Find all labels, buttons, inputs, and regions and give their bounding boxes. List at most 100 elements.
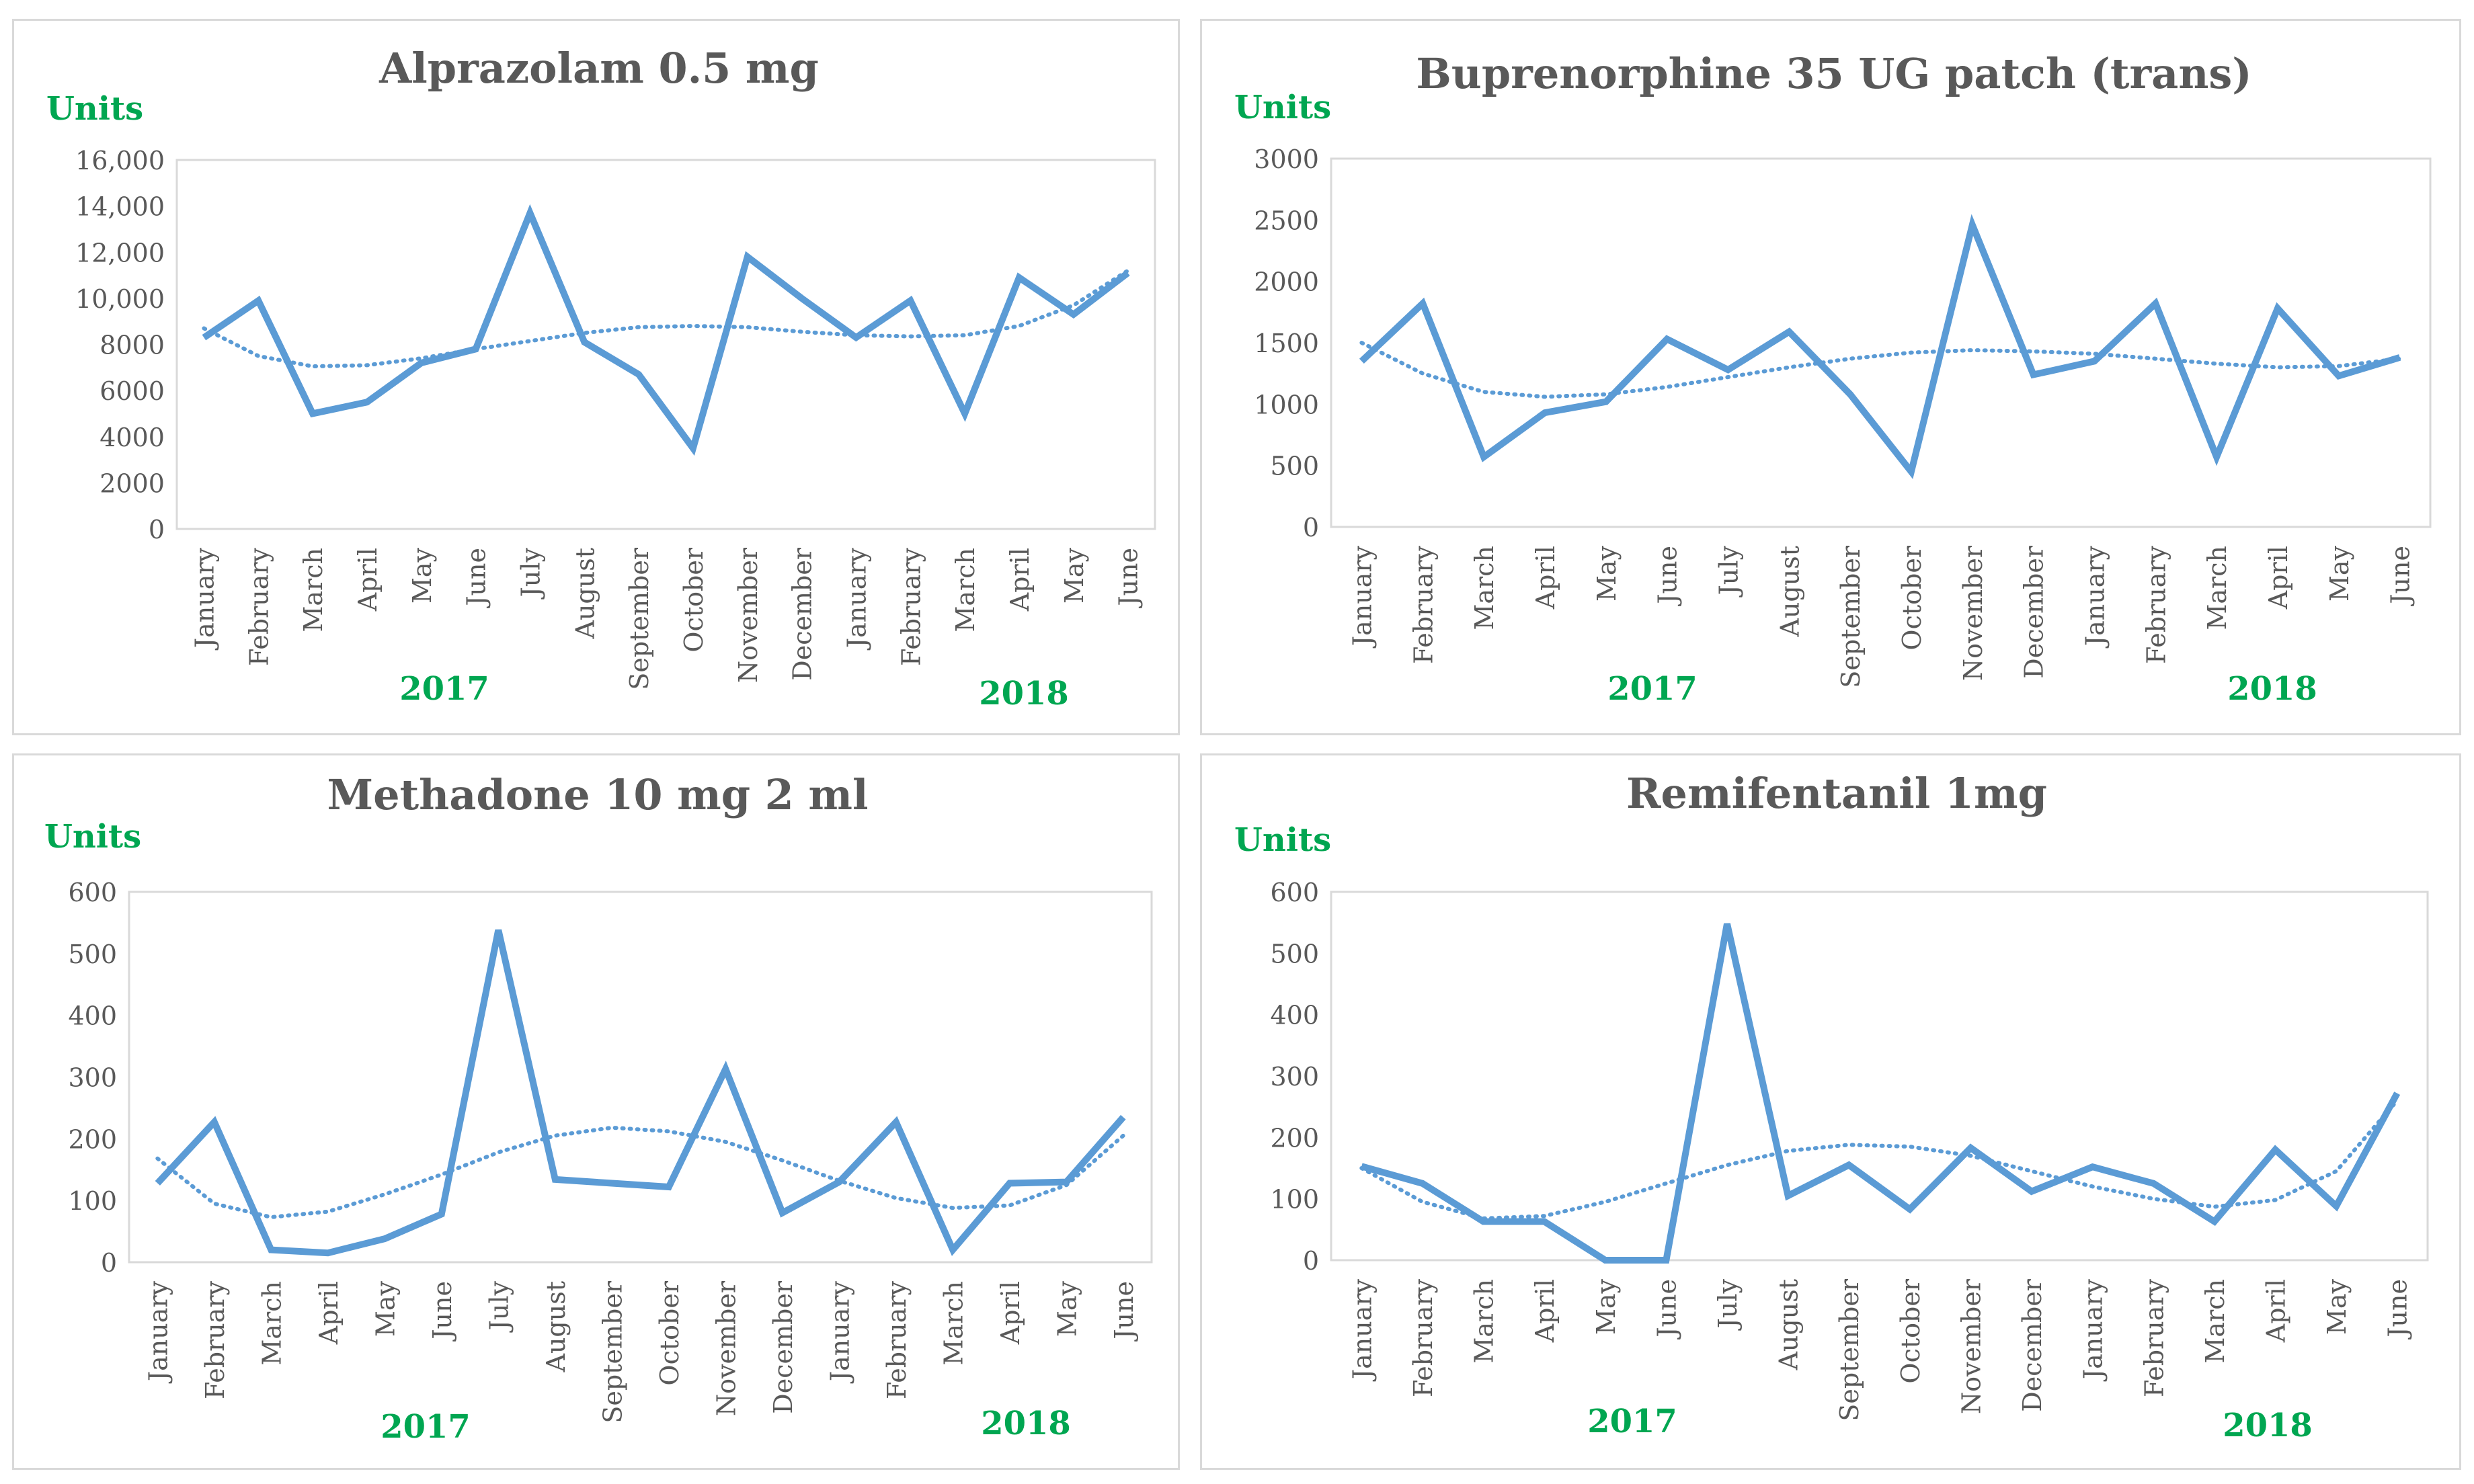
data-point (581, 339, 588, 345)
data-point (1016, 274, 1023, 281)
x-tick-label: September (1835, 1278, 1864, 1421)
x-tick-label: March (2202, 546, 2232, 630)
x-tick-label: June (428, 1281, 457, 1342)
data-point (2397, 354, 2403, 361)
x-tick-label: July (484, 1280, 514, 1333)
chart-panel-methadone: Methadone 10 mg 2 ml Units 0 100 200 300 400 50… (12, 753, 1180, 1470)
x-tick-label: August (1774, 1279, 1804, 1371)
x-tick-label: June (1109, 1281, 1139, 1342)
y-tick-label: 100 (1270, 1185, 1319, 1214)
data-point (1664, 336, 1671, 343)
chart-title: Buprenorphine 35 UG patch (trans) (1416, 49, 2251, 98)
x-tick-label: May (1592, 545, 1622, 602)
x-tick-label: March (951, 548, 980, 632)
data-point (722, 1066, 729, 1073)
x-tick-label: May (2325, 545, 2354, 602)
data-point (1125, 270, 1131, 276)
data-point (2211, 1218, 2218, 1225)
data-point (2274, 305, 2281, 312)
chart-panel-alprazolam: Alprazolam 0.5 mg Units 0 2000 4000 6000 8000 1… (12, 19, 1180, 735)
plot-area (1330, 157, 2432, 528)
chart-remifentanil: Remifentanil 1mg Units 0 100 200 300 400 500 600… (1234, 769, 2429, 1444)
data-point (2150, 1180, 2157, 1187)
chart-title: Methadone 10 mg 2 ml (327, 770, 868, 819)
data-point (2336, 372, 2342, 379)
x-tick-label: December (2018, 1278, 2047, 1412)
y-tick-label: 16,000 (75, 146, 165, 175)
x-tick-label: February (244, 547, 274, 666)
x-tick-label: November (711, 1280, 741, 1416)
x-tick-label: May (1591, 1278, 1621, 1335)
x-tick-label: April (996, 1281, 1025, 1345)
series-line (155, 929, 1126, 1257)
x-tick-label: January (190, 547, 219, 651)
y-tick-label: 100 (68, 1186, 117, 1216)
x-tick-label: November (733, 547, 763, 683)
data-point (1785, 1192, 1792, 1199)
data-point (255, 297, 262, 304)
y-tick-label: 1000 (1254, 390, 1319, 419)
y-tick-label: 4000 (99, 423, 165, 452)
data-point (364, 399, 370, 405)
y-tick-label: 400 (1270, 1001, 1319, 1030)
data-point (1480, 454, 1487, 460)
x-tick-label: April (2264, 546, 2293, 610)
x-tick-label: April (1005, 548, 1035, 612)
data-point (526, 210, 533, 216)
y-tick-label: 600 (68, 878, 117, 907)
data-point (325, 1249, 331, 1256)
chart-panel-remifentanil: Remifentanil 1mg Units 0 100 200 300 400 500 600… (1200, 753, 2461, 1470)
y-tick-label: 0 (149, 515, 165, 544)
y-tick-label: 2000 (99, 468, 165, 498)
y-tick-label: 10,000 (75, 284, 165, 314)
data-point (690, 445, 696, 452)
y-tick-label: 2500 (1254, 206, 1319, 235)
data-point (1969, 222, 1976, 229)
y-tick-label: 3000 (1254, 145, 1319, 174)
x-tick-label: December (768, 1280, 798, 1414)
data-point (635, 371, 642, 378)
x-tick-label: January (842, 547, 871, 651)
data-point (1541, 1218, 1548, 1225)
x-tick-label: June (1114, 548, 1144, 609)
chart-title: Remifentanil 1mg (1626, 769, 2047, 818)
x-tick-label: May (2322, 1278, 2352, 1335)
plot-area (175, 159, 1156, 530)
x-tick-label: January (2080, 545, 2110, 649)
year-label-2018: 2018 (2223, 1407, 2313, 1444)
y-axis-label: Units (1234, 821, 1331, 859)
data-point (2091, 358, 2098, 364)
y-tick-label: 500 (1270, 452, 1319, 481)
data-point (1663, 1257, 1669, 1264)
data-point (1070, 311, 1077, 318)
x-tick-label: February (2139, 1278, 2169, 1397)
data-point (2152, 300, 2159, 307)
x-tick-label: April (314, 1281, 344, 1345)
data-point (1908, 468, 1915, 475)
y-tick-label: 400 (68, 1001, 117, 1031)
data-point (893, 1119, 900, 1126)
y-axis-label: Units (44, 818, 141, 856)
y-tick-label: 600 (1270, 878, 1319, 907)
y-tick-label: 500 (68, 940, 117, 969)
year-label-2017: 2017 (399, 670, 489, 708)
data-point (2272, 1147, 2278, 1153)
data-point (666, 1184, 672, 1190)
data-point (1419, 300, 1426, 307)
chart-methadone: Methadone 10 mg 2 ml Units 0 100 200 300 400 50… (44, 770, 1153, 1446)
x-tick-label: October (655, 1280, 684, 1385)
y-tick-label: 300 (1270, 1062, 1319, 1091)
data-point (779, 1210, 786, 1217)
data-point (744, 253, 751, 260)
x-tick-label: September (598, 1280, 627, 1423)
x-tick-label: June (2386, 546, 2416, 607)
year-label-2018: 2018 (981, 1405, 1071, 1442)
data-point (1006, 1180, 1013, 1186)
x-tick-label: October (1896, 1278, 1925, 1383)
x-tick-label: February (1408, 545, 1438, 664)
x-tick-label: June (1652, 1279, 1681, 1340)
chart-title: Alprazolam 0.5 mg (378, 44, 819, 93)
x-tick-label: January (143, 1280, 173, 1384)
x-tick-label: February (882, 1280, 912, 1399)
x-tick-label: June (2383, 1279, 2413, 1340)
